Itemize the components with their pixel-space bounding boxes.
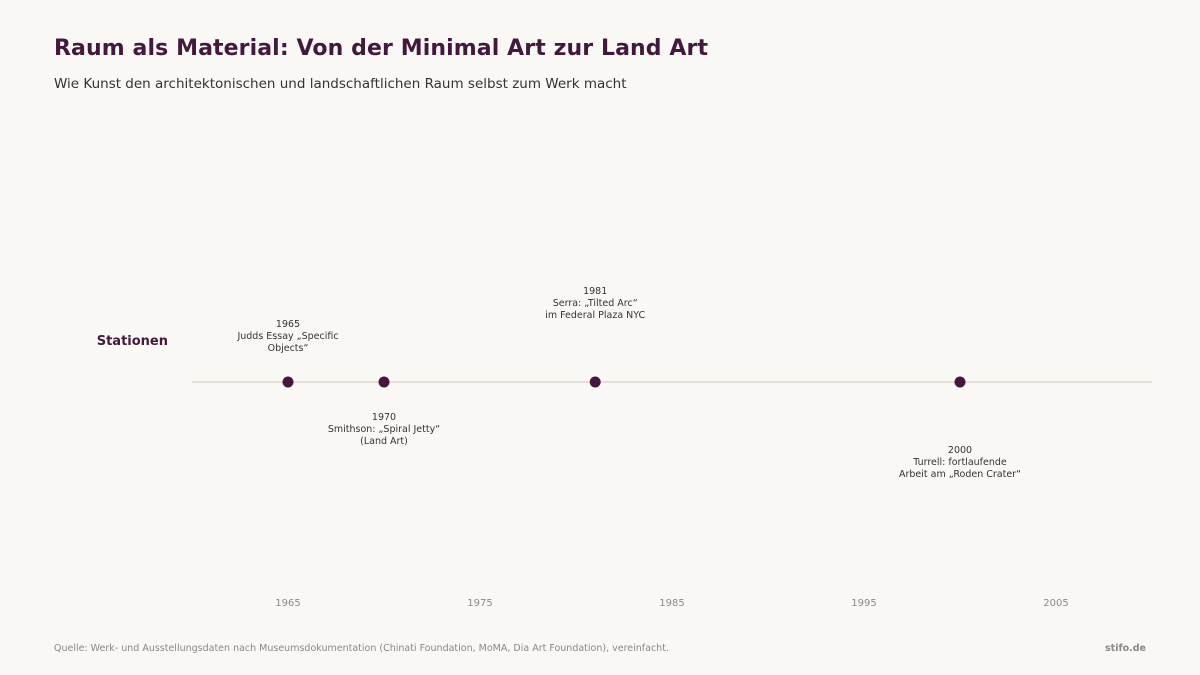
event-label-line: Smithson: „Spiral Jetty“ bbox=[328, 424, 440, 435]
event-label-line: Serra: „Tilted Arc“ bbox=[553, 298, 638, 309]
event-label-line: (Land Art) bbox=[360, 436, 408, 447]
event-label: 1970 Smithson: „Spiral Jetty“ (Land Art) bbox=[328, 412, 440, 447]
source-note: Quelle: Werk- und Ausstellungsdaten nach… bbox=[54, 643, 669, 654]
event-marker bbox=[378, 376, 390, 388]
event-marker bbox=[589, 376, 601, 388]
event-label-line: Turrell: fortlaufende bbox=[912, 457, 1007, 468]
event-label-line: Arbeit am „Roden Crater“ bbox=[899, 469, 1021, 480]
event-label-line: im Federal Plaza NYC bbox=[545, 310, 645, 321]
row-label: Stationen bbox=[97, 334, 168, 349]
x-tick-label: 2005 bbox=[1043, 598, 1068, 609]
event-marker bbox=[954, 376, 966, 388]
event-label-line: Objects“ bbox=[268, 343, 309, 354]
event-label: 2000 Turrell: fortlaufende Arbeit am „Rode… bbox=[899, 445, 1021, 480]
event-label-line: 1965 bbox=[276, 319, 300, 330]
event-label-line: Judds Essay „Specific bbox=[236, 331, 338, 342]
event-label-line: 1970 bbox=[372, 412, 396, 423]
x-tick-label: 1975 bbox=[467, 598, 492, 609]
x-tick-label: 1995 bbox=[851, 598, 876, 609]
event-label: 1981 Serra: „Tilted Arc“ im Federal Plaza … bbox=[545, 286, 645, 321]
brand-label: stifo.de bbox=[1105, 643, 1146, 654]
event-label-line: 1981 bbox=[583, 286, 607, 297]
event-label-line: 2000 bbox=[948, 445, 972, 456]
x-tick-label: 1965 bbox=[275, 598, 300, 609]
chart-subtitle: Wie Kunst den architektonischen und land… bbox=[54, 76, 627, 92]
x-tick-label: 1985 bbox=[659, 598, 684, 609]
event-label: 1965 Judds Essay „Specific Objects“ bbox=[236, 319, 338, 354]
event-marker bbox=[282, 376, 294, 388]
chart-title: Raum als Material: Von der Minimal Art z… bbox=[54, 36, 709, 61]
